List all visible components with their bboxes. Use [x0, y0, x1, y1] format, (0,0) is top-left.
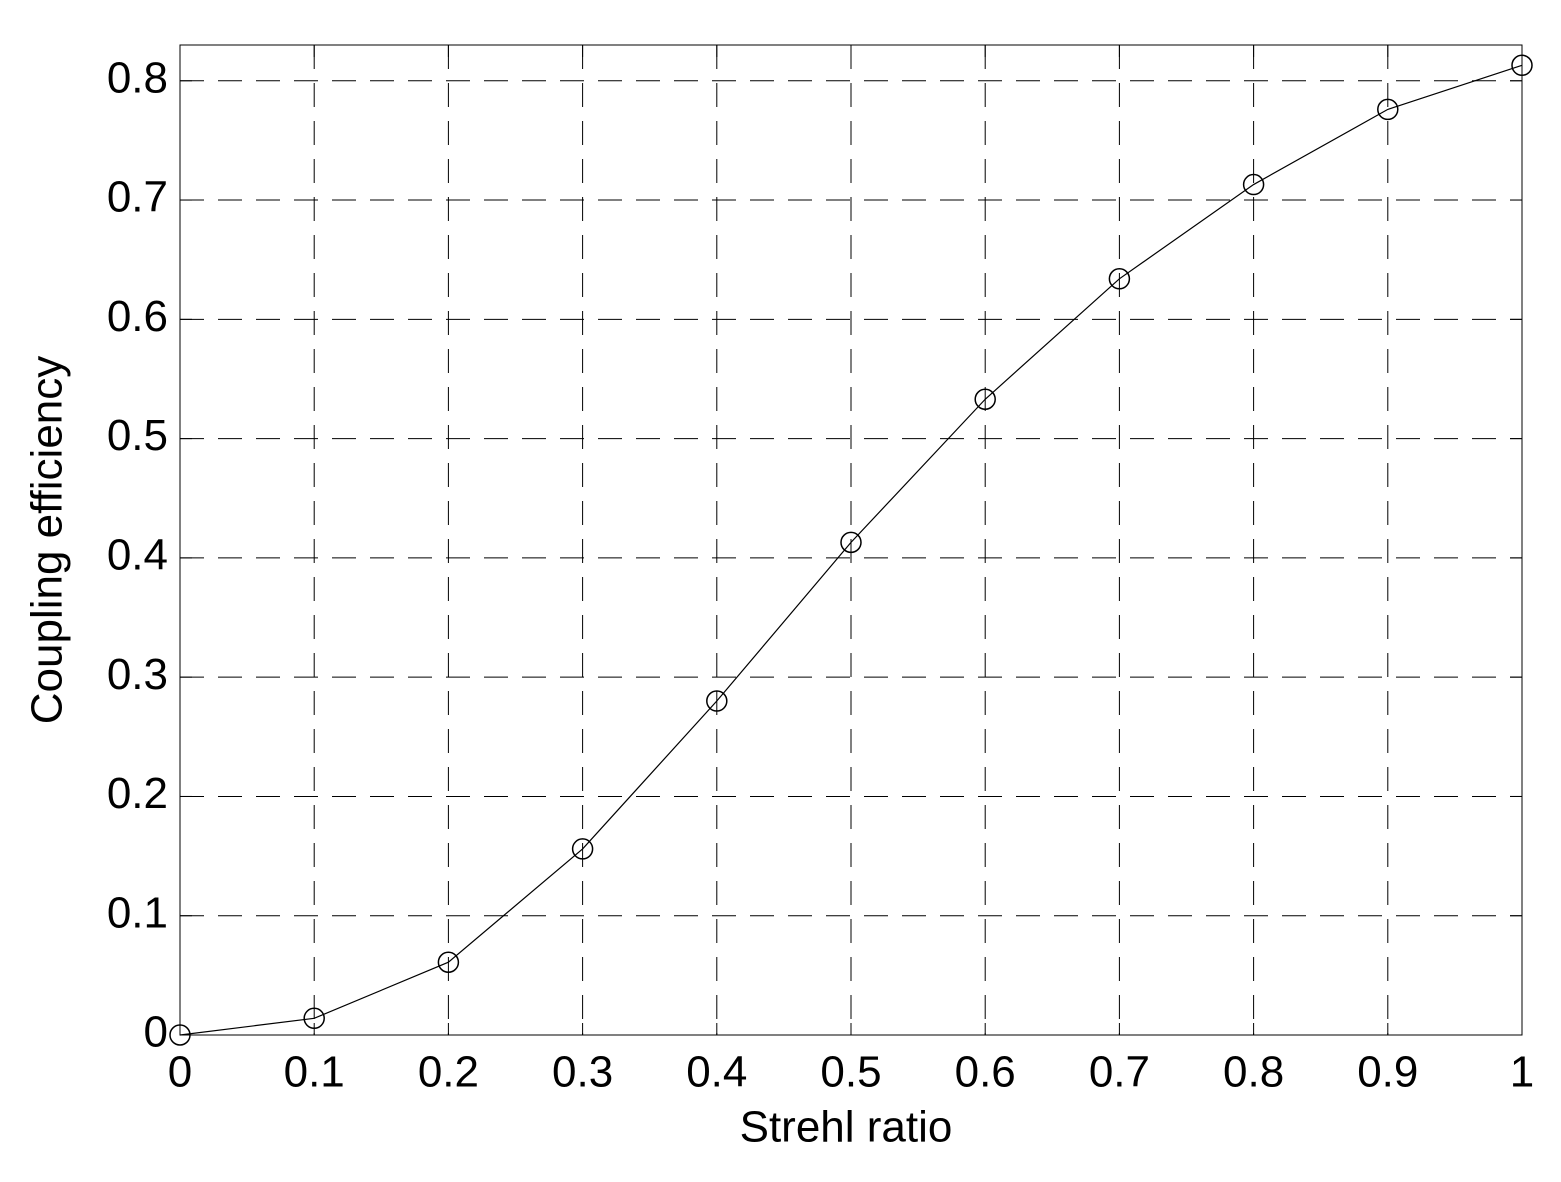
x-tick-label: 0	[168, 1048, 192, 1097]
data-line	[179, 64, 1523, 1036]
y-tick-label: 0.3	[107, 650, 168, 699]
y-tick-label: 0.5	[107, 411, 168, 460]
x-tick-label: 0.4	[686, 1048, 747, 1097]
data-point	[1108, 268, 1131, 290]
y-tick-label: 0.8	[107, 53, 168, 102]
x-tick-label: 0.2	[418, 1048, 479, 1097]
data-point	[169, 1024, 191, 1046]
y-tick-label: 0.2	[107, 769, 168, 818]
y-tick-label: 0.1	[107, 888, 168, 937]
data-point	[840, 531, 862, 554]
y-tick-label: 0	[144, 1008, 168, 1057]
y-axis-label: Coupling efficiency	[23, 356, 72, 725]
data-point	[303, 1007, 325, 1030]
x-axis-label: Strehl ratio	[740, 1103, 953, 1152]
data-point	[1242, 173, 1265, 196]
y-tick-label: 0.4	[107, 531, 168, 580]
data-point	[974, 388, 996, 411]
x-tick-label: 1	[1510, 1048, 1534, 1097]
plot-frame	[179, 44, 1523, 1036]
data-point	[571, 838, 594, 860]
y-tick-label: 0.7	[107, 173, 168, 222]
data-point	[706, 690, 728, 712]
data-point	[1377, 98, 1399, 121]
x-tick-label: 0.1	[284, 1048, 345, 1097]
data-point	[1511, 54, 1533, 77]
x-tick-label: 0.5	[820, 1048, 881, 1097]
x-tick-label: 0.9	[1357, 1048, 1418, 1097]
x-tick-label: 0.6	[955, 1048, 1016, 1097]
x-tick-label: 0.3	[552, 1048, 613, 1097]
data-point	[437, 951, 460, 973]
y-tick-label: 0.6	[107, 292, 168, 341]
x-tick-label: 0.8	[1223, 1048, 1284, 1097]
x-tick-label: 0.7	[1089, 1048, 1150, 1097]
